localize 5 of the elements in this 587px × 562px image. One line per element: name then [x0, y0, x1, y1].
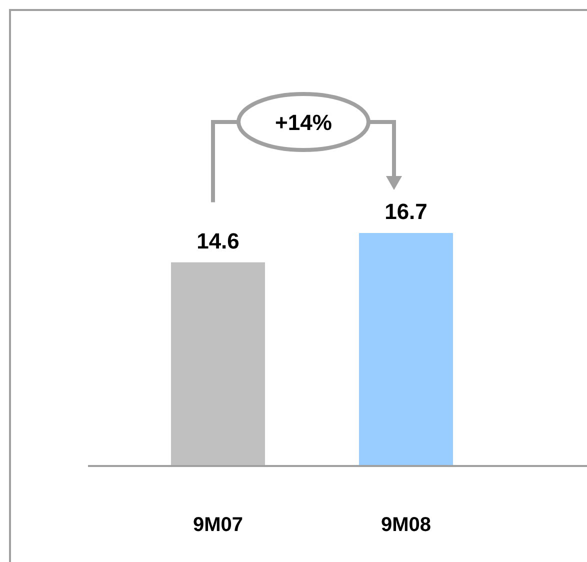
- data-label: 14.6: [196, 228, 240, 254]
- data-label: 16.7: [384, 199, 428, 224]
- text: +14%: [275, 110, 332, 135]
- x-tick-label: 9M08: [380, 514, 432, 536]
- x-tick-label: 9M07: [192, 514, 244, 536]
